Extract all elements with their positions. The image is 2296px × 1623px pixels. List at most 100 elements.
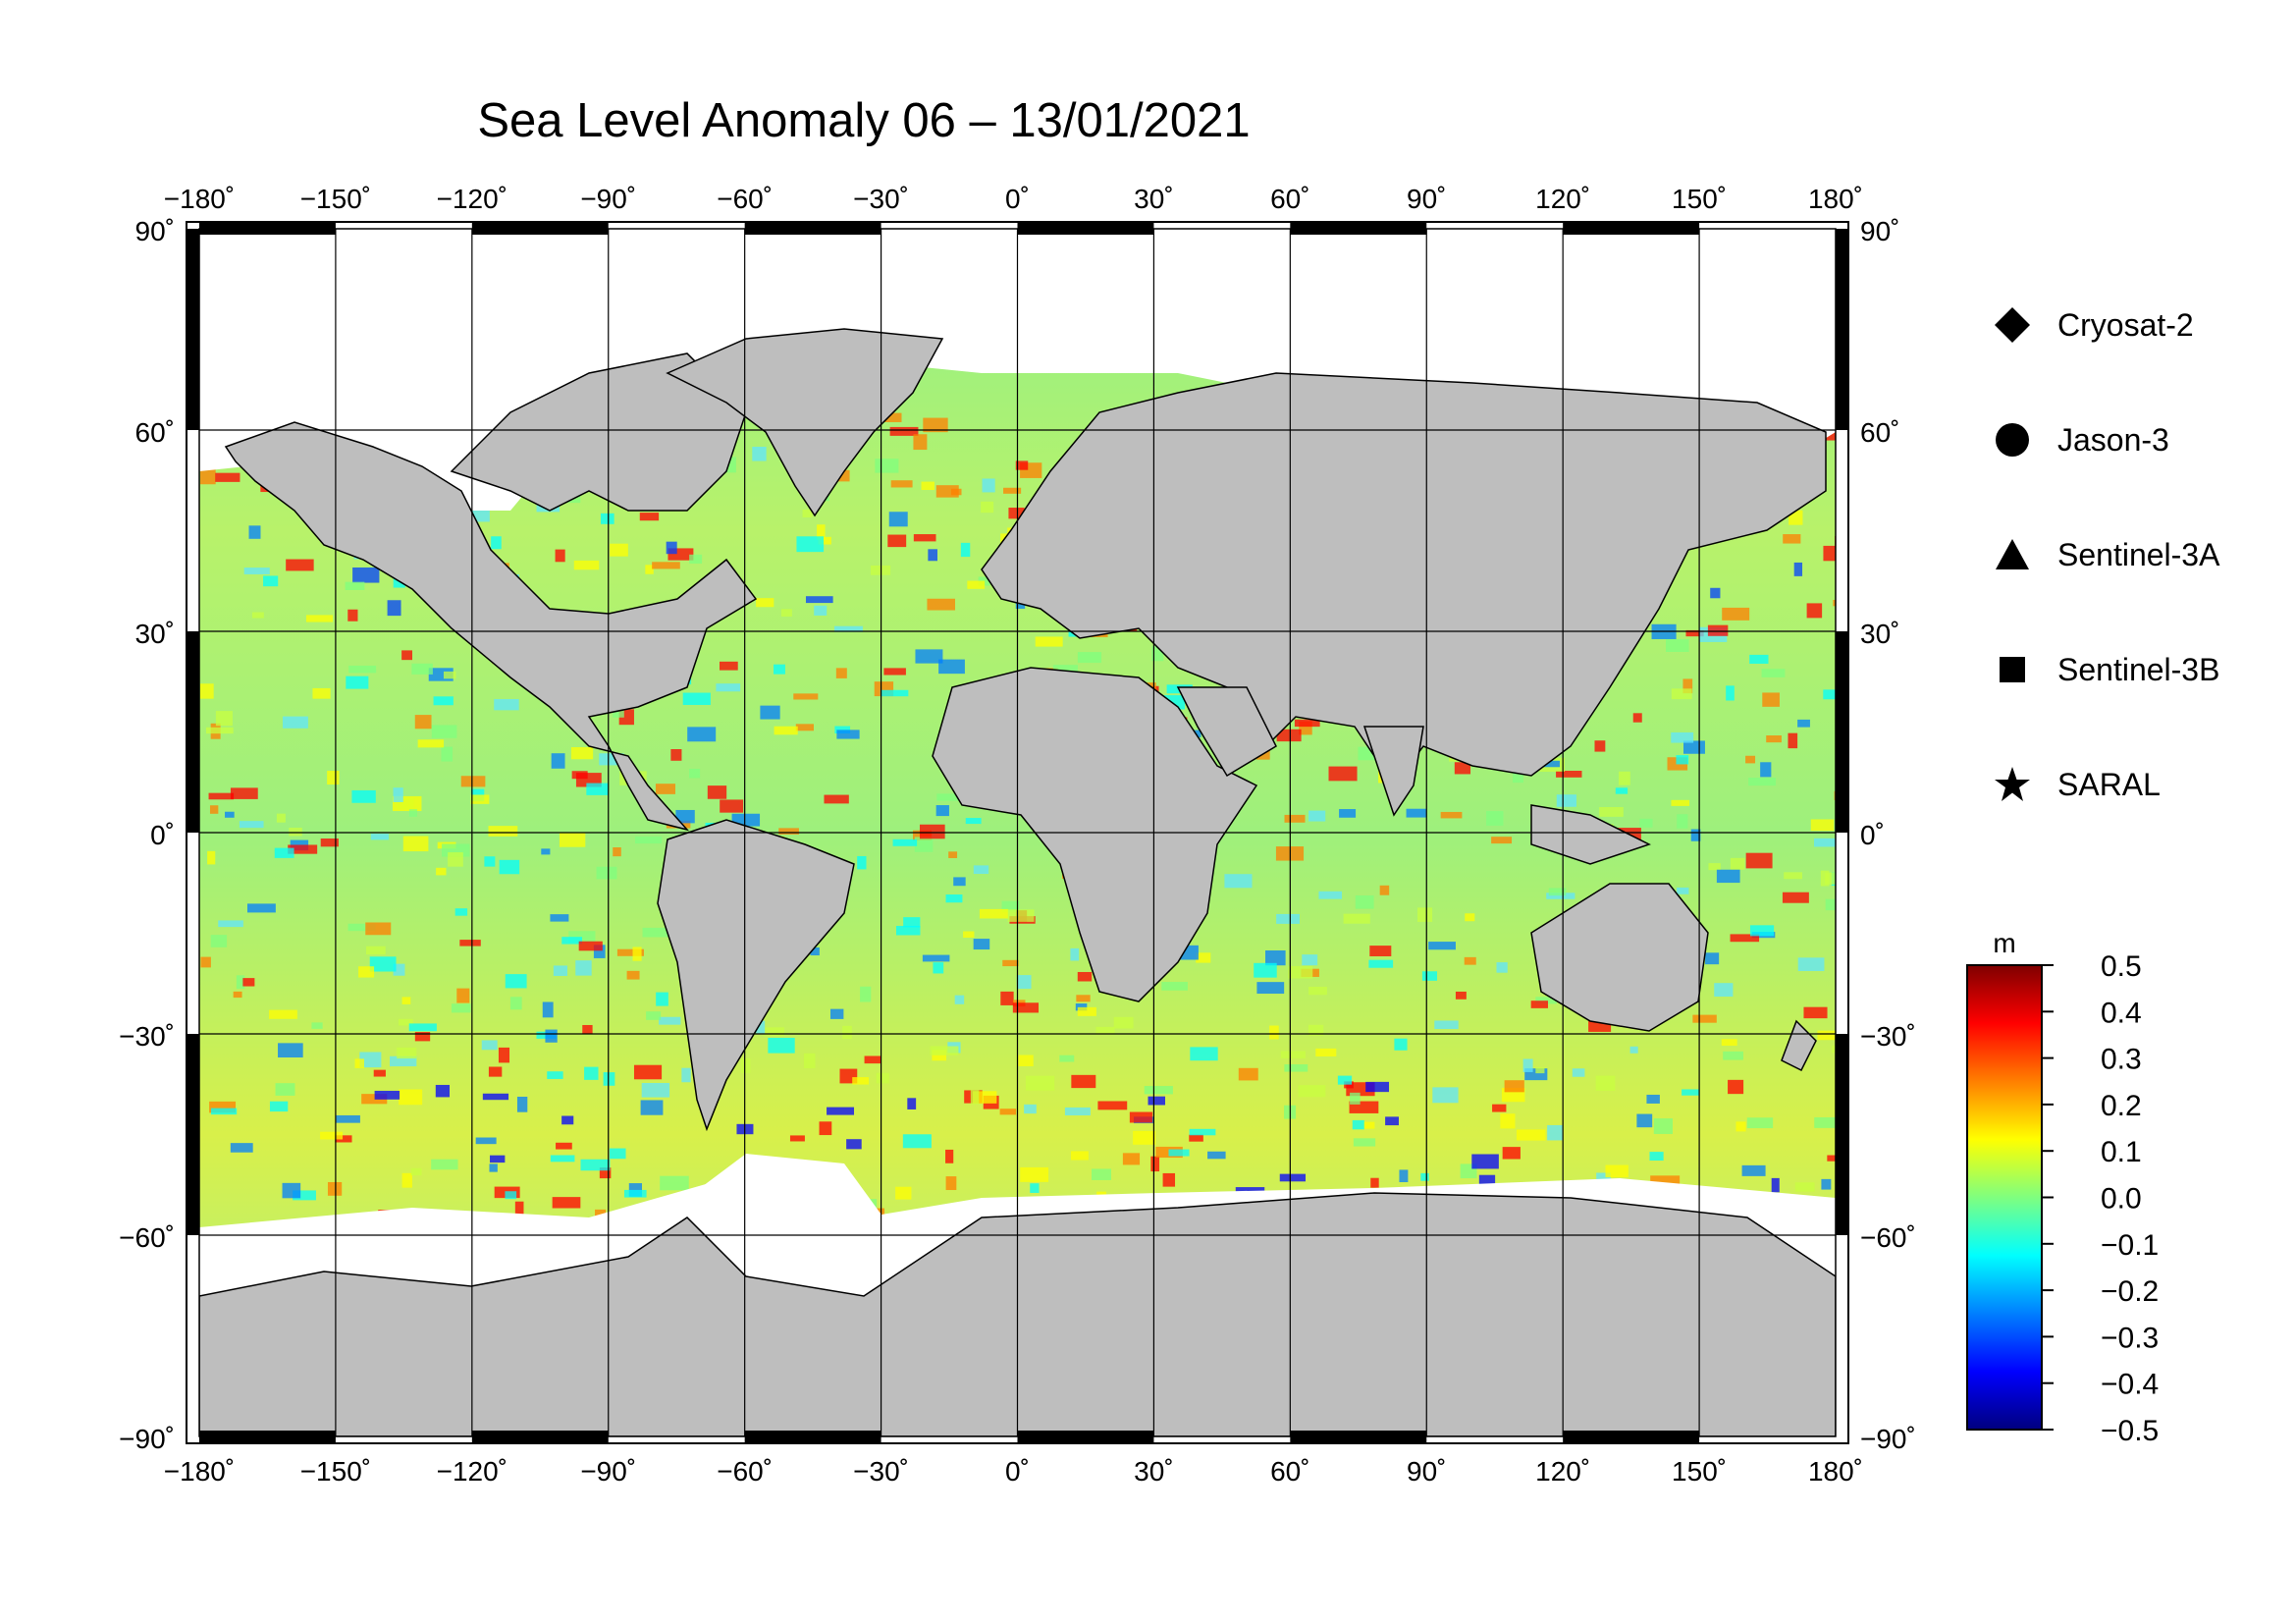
anomaly-patch — [505, 974, 527, 989]
anomaly-patch — [1254, 962, 1277, 978]
anomaly-patch — [1471, 1154, 1499, 1169]
legend-label: Sentinel-3B — [2057, 651, 2220, 687]
anomaly-patch — [1649, 1152, 1664, 1162]
anomaly-patch — [1355, 894, 1374, 909]
anomaly-patch — [215, 711, 233, 727]
frame-bar-right — [1836, 631, 1848, 833]
anomaly-patch — [1379, 885, 1390, 895]
anomaly-patch — [1820, 870, 1830, 887]
anomaly-patch — [448, 852, 463, 867]
anomaly-patch — [613, 847, 621, 857]
anomaly-patch — [561, 1115, 574, 1125]
anomaly-patch — [1455, 991, 1467, 1000]
anomaly-patch — [1783, 534, 1801, 544]
anomaly-patch — [1530, 1001, 1548, 1008]
diamond-icon — [1991, 303, 2034, 347]
anomaly-patch — [359, 1052, 382, 1068]
anomaly-patch — [459, 940, 481, 947]
anomaly-patch — [609, 1148, 626, 1160]
anomaly-patch — [632, 947, 642, 961]
anomaly-patch — [1572, 1068, 1585, 1077]
anomaly-patch — [369, 956, 397, 972]
anomaly-patch — [659, 1016, 681, 1025]
anomaly-patch — [236, 975, 245, 990]
legend-item: Cryosat-2 — [1991, 300, 2194, 350]
anomaly-patch — [1761, 669, 1786, 677]
anomaly-patch — [945, 1149, 954, 1163]
anomaly-patch — [312, 687, 331, 699]
anomaly-patch — [215, 472, 240, 482]
lon-tick-label: −30˚ — [853, 184, 909, 214]
lon-tick-label: −90˚ — [580, 1456, 636, 1487]
anomaly-patch — [580, 1159, 611, 1171]
frame-bar-bottom — [471, 1431, 609, 1443]
colorbar: m 0.5 0.4 0.3 0.2 0.1 0.0 −0.1 −0.2 −0.3 −0.4 −0.5 — [1966, 928, 2159, 1447]
anomaly-patch — [269, 1101, 289, 1112]
anomaly-patch — [979, 908, 1009, 919]
frame-bar-top — [199, 222, 336, 235]
legend-label: SARAL — [2057, 766, 2161, 802]
lat-tick-label: 60˚ — [135, 417, 175, 448]
anomaly-patch — [817, 524, 826, 540]
anomaly-patch — [689, 769, 701, 779]
anomaly-patch — [1782, 892, 1809, 903]
lat-tick-label: 90˚ — [135, 216, 175, 246]
colorbar-tick-label: 0.3 — [2101, 1044, 2142, 1076]
anomaly-patch — [1735, 1121, 1746, 1132]
anomaly-patch — [1276, 729, 1302, 742]
anomaly-patch — [1723, 1051, 1743, 1060]
anomaly-patch — [1059, 1055, 1075, 1062]
anomaly-patch — [1024, 1104, 1037, 1114]
anomaly-patch — [410, 1167, 422, 1176]
anomaly-patch — [950, 488, 962, 496]
anomaly-patch — [387, 600, 401, 617]
anomaly-patch — [716, 683, 741, 692]
anomaly-patch — [1535, 997, 1557, 1004]
anomaly-patch — [251, 612, 264, 619]
anomaly-patch — [568, 931, 596, 943]
anomaly-patch — [1008, 508, 1025, 519]
anomaly-patch — [1344, 1081, 1354, 1089]
anomaly-patch — [1421, 971, 1438, 981]
anomaly-patch — [1825, 898, 1836, 911]
frame-bar-bottom — [199, 1431, 336, 1443]
india-land — [1362, 726, 1424, 817]
colorbar-unit: m — [1993, 928, 2015, 958]
anomaly-patch — [645, 565, 654, 574]
anomaly-patch — [1365, 1081, 1390, 1093]
anomaly-patch — [915, 649, 943, 664]
anomaly-patch — [1748, 778, 1777, 786]
anomaly-patch — [1265, 949, 1286, 966]
anomaly-patch — [1465, 913, 1475, 922]
anomaly-patch — [774, 726, 798, 735]
anomaly-patch — [1512, 769, 1523, 784]
anomaly-patch — [681, 1067, 691, 1083]
anomaly-patch — [402, 836, 429, 852]
anomaly-patch — [460, 776, 486, 787]
anomaly-patch — [1784, 872, 1802, 880]
anomaly-patch — [932, 1050, 947, 1061]
anomaly-patch — [230, 787, 258, 799]
anomaly-patch — [1168, 1149, 1190, 1157]
anomaly-patch — [1671, 731, 1694, 743]
anomaly-patch — [282, 1182, 301, 1199]
anomaly-patch — [1814, 838, 1836, 847]
lon-tick-label: 90˚ — [1407, 184, 1446, 214]
anomaly-patch — [945, 1176, 957, 1191]
lon-tick-label: −150˚ — [300, 184, 371, 214]
graticule — [199, 229, 1836, 1436]
north-america-land — [224, 421, 758, 832]
anomaly-patch — [1619, 771, 1630, 785]
anomaly-patch — [675, 809, 695, 824]
anomaly-patch — [1605, 1164, 1629, 1178]
anomaly-patch — [431, 725, 457, 738]
anomaly-patch — [1714, 983, 1734, 998]
colorbar-tick-label: 0.0 — [2101, 1183, 2142, 1216]
anomaly-patch — [1705, 952, 1720, 965]
anomaly-patch — [888, 512, 908, 527]
anomaly-patch — [1653, 1118, 1673, 1134]
anomaly-patch — [1692, 1014, 1717, 1023]
anomaly-patch — [210, 1108, 238, 1115]
anomaly-patch — [1113, 1016, 1134, 1029]
anomaly-patch — [1015, 460, 1029, 470]
